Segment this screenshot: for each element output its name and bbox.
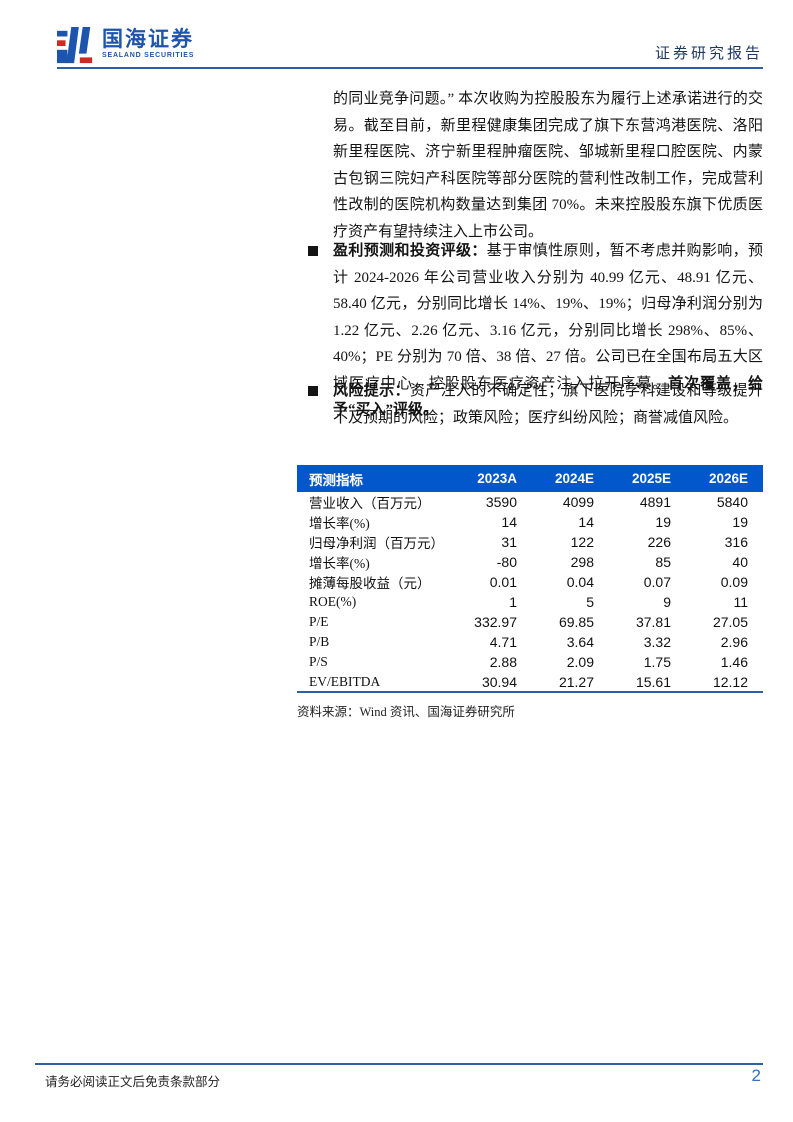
bullet-bold-tail: 首次覆盖，给予“买入”评级。 (333, 375, 763, 419)
row-value: 5840 (716, 494, 748, 510)
row-value: 0.04 (566, 574, 594, 590)
row-value: 19 (655, 514, 671, 530)
row-value: 12.12 (712, 673, 748, 690)
forecast-table: 预测指标 2023A 2024E 2025E 2026E 营业收入（百万元） 35… (297, 465, 763, 693)
row-value: 31 (501, 534, 517, 550)
row-label: 增长率(%) (309, 516, 370, 531)
forecast-table-body: 营业收入（百万元） 3590 4099 4891 5840 增长率(%) 14 14 19 19 归… (297, 492, 763, 692)
footer-divider (35, 1063, 763, 1065)
row-value: 2.88 (489, 654, 517, 670)
row-value: 0.09 (720, 574, 748, 590)
row-value: 226 (647, 534, 671, 550)
table-row: 摊薄每股收益（元） 0.01 0.04 0.07 0.09 (297, 572, 763, 592)
row-value: 15.61 (635, 673, 671, 690)
logo-text: 国海证券 SEALAND SECURITIES (102, 27, 194, 59)
row-value: 69.85 (558, 614, 594, 630)
sealand-logo-icon (57, 27, 93, 64)
row-value: 11 (733, 594, 748, 610)
row-value: 40 (732, 554, 748, 570)
table-row: P/B 4.71 3.64 3.32 2.96 (297, 632, 763, 652)
row-label: P/E (309, 614, 329, 629)
col-header-2023a: 2023A (455, 465, 532, 492)
body-paragraph: 的同业竞争问题。” 本次收购为控股股东为履行上述承诺进行的交易。截至目前，新里程… (333, 91, 763, 240)
row-value: 3590 (485, 494, 517, 510)
row-label: 增长率(%) (309, 556, 370, 571)
row-label: 归母净利润（百万元） (309, 536, 444, 551)
col-header-2025e: 2025E (609, 465, 686, 492)
row-value: 0.07 (643, 574, 671, 590)
table-source: 资料来源：Wind 资讯、国海证券研究所 (297, 705, 515, 719)
bullet-lead: 风险提示： (333, 383, 410, 399)
forecast-table-block: 预测指标 2023A 2024E 2025E 2026E 营业收入（百万元） 35… (297, 465, 763, 720)
row-value: 4891 (639, 494, 671, 510)
col-header-metric: 预测指标 (297, 465, 455, 492)
row-value: -80 (496, 554, 517, 570)
row-value: 3.32 (643, 634, 671, 650)
row-value: 14 (578, 514, 594, 530)
row-value: 3.64 (566, 634, 594, 650)
bullet-text: 资产注入的不确定性；旗下医院学科建设和等级提升不及预期的风险；政策风险；医疗纠纷… (333, 383, 763, 426)
table-row: 增长率(%) -80 298 85 40 (297, 552, 763, 572)
bullet-profit-forecast: 盈利预测和投资评级：基于审慎性原则，暂不考虑并购影响，预计 2024-2026 … (308, 238, 763, 424)
table-header-row: 预测指标 2023A 2024E 2025E 2026E (297, 465, 763, 492)
col-header-2026e: 2026E (686, 465, 763, 492)
page-number: 2 (751, 1066, 761, 1085)
row-value: 14 (501, 514, 517, 530)
row-label: 摊薄每股收益（元） (309, 576, 431, 591)
row-label: P/S (309, 654, 328, 669)
row-value: 1.46 (720, 654, 748, 670)
col-header-2024e: 2024E (532, 465, 609, 492)
row-value: 19 (732, 514, 748, 530)
row-label: ROE(%) (309, 594, 357, 609)
row-value: 1.75 (643, 654, 671, 670)
table-row: EV/EBITDA 30.94 21.27 15.61 12.12 (297, 672, 763, 692)
row-value: 21.27 (558, 673, 594, 690)
row-value: 1 (509, 594, 517, 610)
table-row: ROE(%) 1 5 9 11 (297, 592, 763, 612)
row-value: 298 (570, 554, 594, 570)
row-value: 9 (663, 594, 671, 610)
row-value: 30.94 (481, 673, 517, 690)
table-row: 归母净利润（百万元） 31 122 226 316 (297, 532, 763, 552)
logo-name-en: SEALAND SECURITIES (102, 52, 195, 60)
row-value: 27.05 (712, 614, 748, 630)
bullet-risk-warning: 风险提示：资产注入的不确定性；旗下医院学科建设和等级提升不及预期的风险；政策风险… (308, 378, 763, 431)
row-value: 2.09 (566, 654, 594, 670)
table-row: P/E 332.97 69.85 37.81 27.05 (297, 612, 763, 632)
bullet-square-icon (308, 246, 318, 256)
bullet-lead: 盈利预测和投资评级： (333, 243, 487, 259)
row-value: 37.81 (635, 614, 671, 630)
table-row: 增长率(%) 14 14 19 19 (297, 512, 763, 532)
logo-name-cn: 国海证券 (102, 27, 194, 51)
row-value: 332.97 (474, 614, 517, 630)
row-value: 316 (724, 534, 748, 550)
row-label: P/B (309, 634, 330, 649)
table-row: 营业收入（百万元） 3590 4099 4891 5840 (297, 492, 763, 512)
row-label: EV/EBITDA (309, 673, 381, 689)
bullet-square-icon (308, 386, 318, 396)
table-row: P/S 2.88 2.09 1.75 1.46 (297, 652, 763, 672)
company-logo: 国海证券 SEALAND SECURITIES (57, 27, 194, 65)
row-value: 0.01 (489, 574, 517, 590)
row-value: 5 (586, 594, 594, 610)
row-value: 4.71 (489, 634, 517, 650)
row-value: 85 (655, 554, 671, 570)
row-label: 营业收入（百万元） (309, 496, 431, 511)
report-type-label: 证券研究报告 (654, 46, 763, 62)
bullet-text: 基于审慎性原则，暂不考虑并购影响，预计 2024-2026 年公司营业收入分别为… (333, 243, 763, 392)
footer-disclaimer: 请务必阅读正文后免责条款部分 (45, 1075, 221, 1089)
row-value: 122 (570, 534, 594, 550)
header-divider (57, 67, 763, 69)
row-value: 4099 (562, 494, 594, 510)
row-value: 2.96 (720, 634, 748, 650)
